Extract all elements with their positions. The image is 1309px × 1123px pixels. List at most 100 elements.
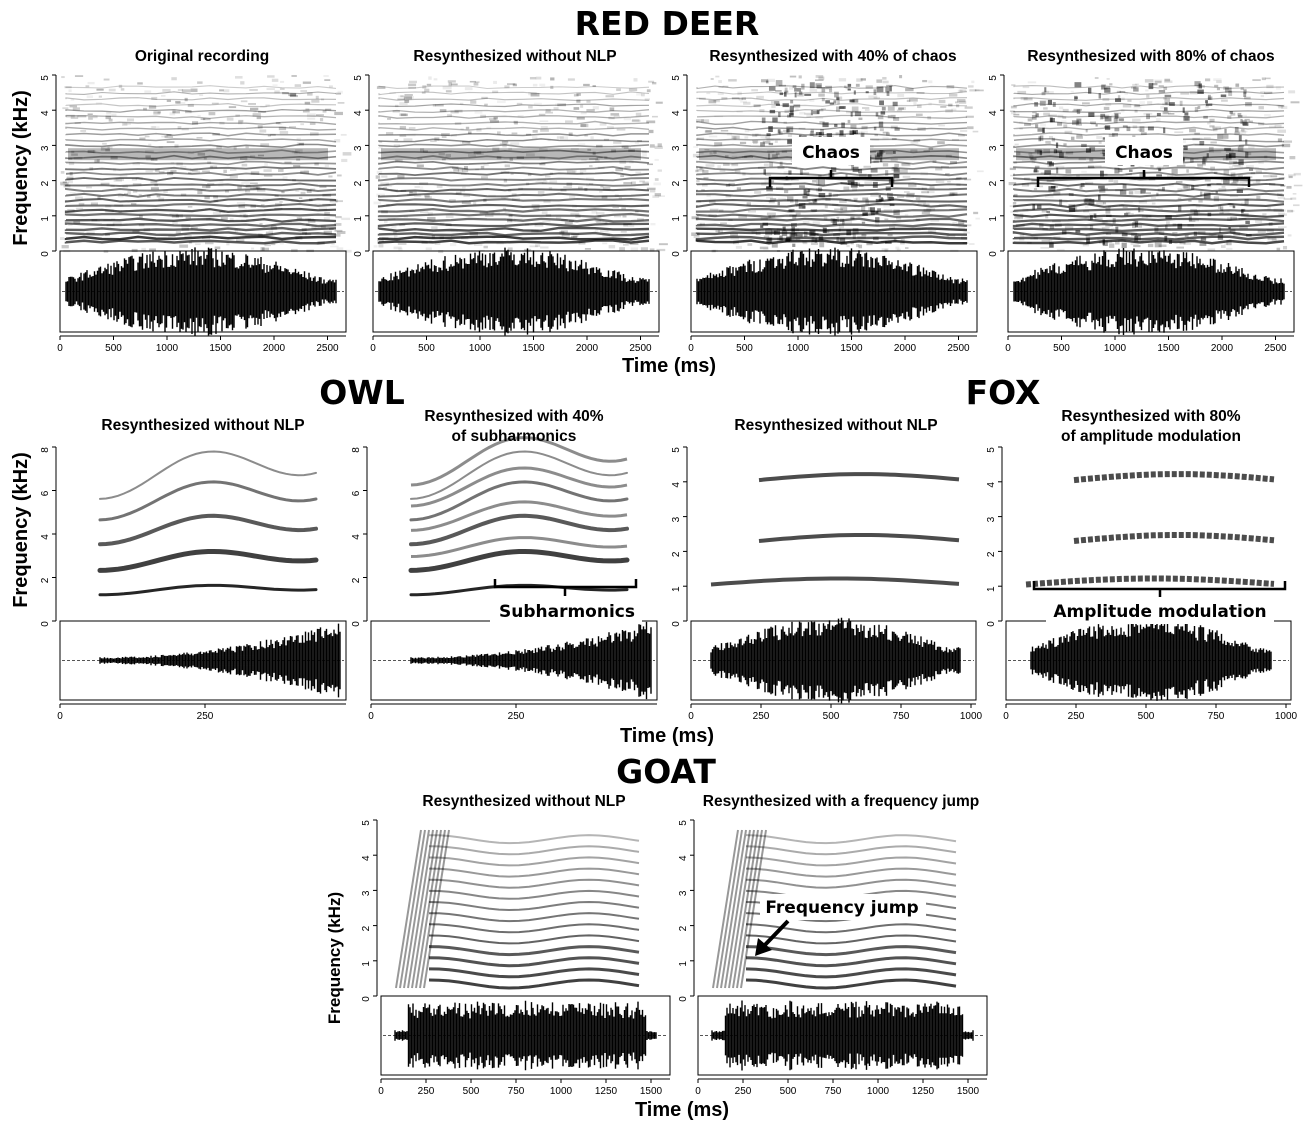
chaos-noise: [834, 91, 839, 98]
chaos-noise: [850, 181, 858, 188]
time-tick-label: 500: [105, 343, 122, 354]
spectrogram-noise: [296, 158, 301, 161]
frequency-tick-label: 4: [986, 482, 997, 488]
spectrogram-noise: [596, 212, 605, 215]
spectrogram-noise: [823, 216, 828, 220]
chaos-noise: [1139, 126, 1145, 133]
spectrogram-noise: [288, 93, 297, 97]
spectrogram-noise: [910, 149, 918, 153]
spectrogram-noise: [623, 182, 633, 185]
chaos-noise: [1238, 135, 1242, 142]
chaos-noise: [1165, 215, 1172, 220]
waveform: [99, 623, 341, 698]
chaos-noise: [1207, 94, 1211, 100]
spectrogram-noise: [841, 127, 846, 130]
chaos-noise: [840, 182, 848, 185]
spectrogram-noise: [883, 209, 893, 212]
spectrogram-noise: [602, 242, 608, 245]
chaos-noise: [853, 90, 856, 95]
waveform-box: [380, 995, 671, 1076]
spectrogram-noise: [1076, 174, 1080, 177]
chaos-noise: [815, 83, 822, 89]
spectrogram-noise: [161, 135, 169, 138]
chaos-noise: [1197, 89, 1204, 94]
chaos-noise: [1102, 240, 1108, 247]
chaos-noise: [786, 126, 794, 133]
spectrogram-noise: [60, 181, 69, 185]
chaos-noise: [1049, 117, 1053, 123]
harmonic-band: [1013, 102, 1285, 107]
chaos-noise: [1068, 192, 1074, 197]
chaos-noise: [852, 166, 859, 173]
spectrogram-noise: [258, 110, 266, 113]
harmonic-band: [64, 239, 337, 245]
chaos-noise: [1225, 157, 1232, 161]
spectrogram-noise: [784, 109, 794, 114]
spectrogram-noise: [460, 128, 464, 131]
spectrogram-noise: [1019, 233, 1025, 237]
spectrogram-noise: [706, 92, 711, 95]
spectrogram-noise: [86, 186, 92, 189]
spectrogram-noise: [958, 221, 965, 225]
spectrogram-noise: [710, 78, 714, 80]
spectrogram-noise: [1017, 90, 1027, 94]
chaos-noise: [825, 100, 830, 104]
harmonic-band: [695, 231, 968, 237]
spectrogram-noise: [815, 116, 824, 119]
spectrogram-noise: [1031, 159, 1036, 164]
spectrogram-noise: [648, 129, 654, 134]
spectrogram-noise: [586, 183, 590, 187]
spectrogram-noise: [1010, 174, 1015, 177]
spectrogram-noise: [274, 90, 280, 94]
spectrogram-noise: [920, 171, 928, 176]
spectrogram-noise: [1213, 78, 1222, 81]
time-tick-label: 1500: [840, 343, 863, 354]
chaos-noise: [816, 179, 820, 185]
harmonic-band: [65, 102, 337, 108]
spectrogram-noise: [184, 235, 192, 238]
spectrogram-noise: [445, 90, 452, 93]
spectrogram-noise: [307, 117, 316, 120]
spectrogram-noise: [1245, 165, 1254, 169]
chaos-noise: [1228, 90, 1233, 96]
harmonic-band: [1013, 120, 1285, 125]
harmonic-band: [377, 207, 650, 213]
frequency-tick-label: 0: [988, 251, 999, 257]
chaos-noise: [858, 184, 864, 187]
spectrogram-noise: [87, 113, 93, 115]
spectrogram-noise: [696, 119, 704, 122]
spectrogram-noise: [1130, 242, 1139, 246]
chaos-noise: [1039, 101, 1046, 106]
chaos-noise: [885, 170, 889, 176]
spectrogram-noise: [1238, 175, 1243, 177]
spectrogram-noise: [808, 201, 813, 204]
spectrogram-noise: [278, 126, 287, 131]
spectrogram-noise: [1130, 86, 1137, 89]
chaos-noise: [814, 198, 817, 202]
spectrogram-noise: [1154, 79, 1163, 83]
spectrogram-noise: [691, 216, 699, 220]
spectrogram-noise: [191, 170, 200, 174]
chaos-noise: [799, 91, 803, 95]
chaos-noise: [885, 151, 893, 155]
spectrogram-noise: [637, 140, 642, 142]
spectrogram-noise: [957, 134, 965, 137]
spectrogram-noise: [256, 116, 262, 120]
spectrogram-noise: [873, 160, 879, 164]
spectrogram-noise: [761, 79, 769, 83]
owl-harmonic: [98, 513, 318, 547]
time-tick-label: 1500: [957, 1086, 980, 1097]
chaos-noise: [763, 169, 767, 175]
chaos-noise: [1245, 139, 1248, 145]
spectrogram-noise: [1213, 127, 1218, 132]
chaos-noise: [1122, 125, 1128, 128]
spectrogram-noise: [654, 158, 659, 161]
spectrogram-noise: [139, 215, 143, 219]
deer-panel-4-title: Resynthesized with 80% of chaos: [1027, 48, 1274, 65]
spectrogram-noise: [1100, 187, 1108, 190]
spectrogram-noise: [543, 200, 551, 203]
spectrogram-noise: [652, 195, 660, 198]
chaos-noise: [1199, 242, 1207, 246]
